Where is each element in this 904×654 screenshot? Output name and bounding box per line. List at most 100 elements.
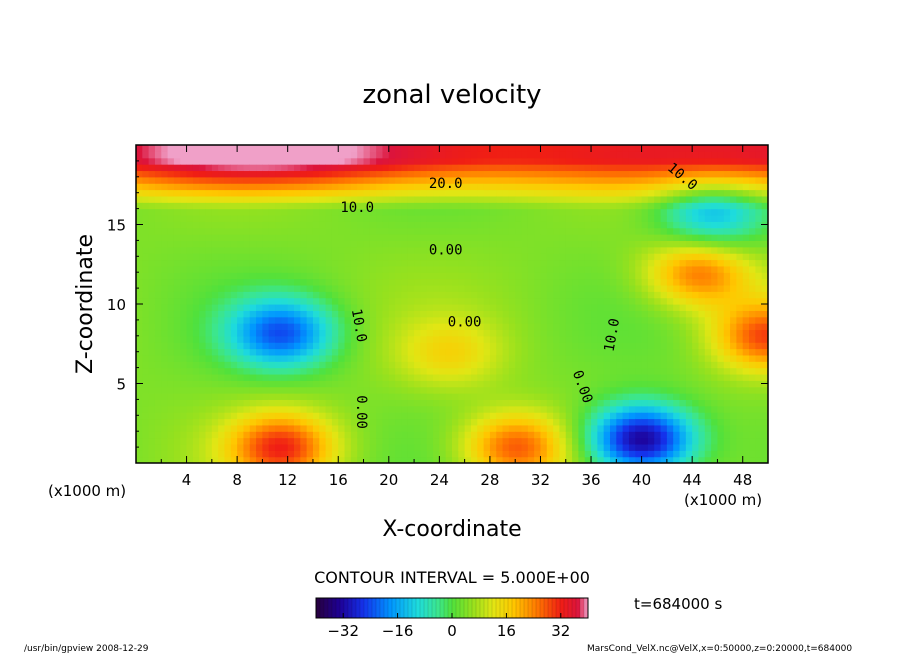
field-cell [483,424,491,432]
field-cell [344,202,352,210]
field-cell [458,157,466,165]
field-cell [736,393,744,400]
field-cell [553,202,561,210]
field-cell [591,456,598,463]
field-cell [433,176,440,184]
field-cell [237,329,245,337]
field-cell [673,202,681,210]
field-cell [755,170,763,178]
field-cell [553,431,561,439]
field-cell [578,431,586,439]
field-cell [287,342,295,350]
field-cell [445,304,453,311]
field-cell [572,291,579,299]
field-cell [142,437,150,445]
field-cell [294,234,301,241]
field-cell [369,284,377,292]
field-cell [401,399,409,407]
field-cell [331,367,339,375]
field-cell [154,145,162,152]
field-cell [294,424,301,432]
field-cell [445,348,453,356]
field-cell [742,170,750,178]
field-cell [205,412,213,420]
field-cell [452,183,459,191]
field-cell [268,265,276,273]
field-cell [407,348,415,356]
field-cell [407,253,415,261]
field-cell [660,297,668,305]
field-cell [742,431,750,439]
field-cell [502,316,510,324]
field-cell [218,176,226,184]
field-cell [679,246,687,254]
field-cell [154,342,162,350]
field-cell [439,329,447,337]
field-cell [578,354,586,362]
field-cell [369,157,377,165]
field-cell [452,367,459,375]
field-cell [338,170,346,178]
field-cell [622,443,630,451]
field-cell [685,316,693,324]
field-cell [673,354,681,362]
field-cell [445,329,453,337]
field-cell [553,278,561,286]
field-cell [736,145,744,152]
field-cell [142,316,150,324]
field-cell [224,380,232,388]
field-cell [237,253,245,261]
field-cell [388,214,396,222]
field-cell [578,335,586,343]
field-cell [357,424,365,432]
field-cell [180,176,188,184]
field-cell [628,424,636,432]
field-cell [553,393,561,400]
field-cell [730,361,737,369]
field-cell [136,399,143,407]
field-cell [350,291,358,299]
field-cell [685,399,693,407]
field-cell [306,202,314,210]
field-cell [597,284,605,292]
field-cell [452,431,459,439]
field-cell [641,265,649,273]
field-cell [369,329,377,337]
field-cell [477,437,485,445]
field-cell [249,246,257,254]
field-cell [489,208,497,216]
field-cell [452,354,459,362]
field-cell [660,335,668,343]
field-cell [192,380,200,388]
field-cell [401,418,409,426]
field-cell [692,214,700,222]
field-cell [401,297,409,305]
field-cell [218,195,226,203]
field-cell [331,183,339,191]
field-cell [698,373,706,381]
field-cell [407,418,415,426]
field-cell [730,253,737,261]
field-cell [407,265,415,273]
field-cell [464,393,472,400]
field-cell [679,450,687,458]
field-cell [268,176,276,184]
field-cell [717,259,725,267]
field-cell [584,316,592,324]
field-cell [388,431,396,439]
field-cell [173,424,181,432]
field-cell [515,437,523,445]
field-cell [647,189,655,197]
field-cell [496,202,504,210]
field-cell [565,278,573,286]
field-cell [211,367,219,375]
field-cell [395,304,403,311]
field-cell [294,240,301,248]
field-cell [666,405,674,413]
field-cell [647,151,655,159]
field-cell [515,202,523,210]
field-cell [603,304,611,311]
field-cell [610,424,617,432]
field-cell [685,202,693,210]
field-cell [591,221,598,229]
